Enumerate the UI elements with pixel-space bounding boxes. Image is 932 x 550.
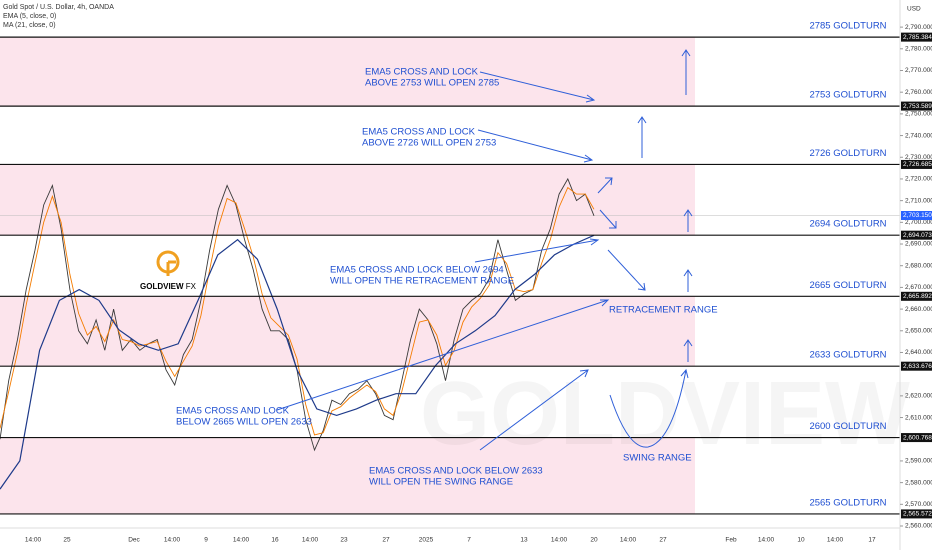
price-label-box <box>901 291 932 301</box>
x-tick-label: 16 <box>271 537 279 544</box>
annotation: ABOVE 2726 WILL OPEN 2753 <box>362 138 496 149</box>
y-tick-label: 2,690.000 <box>905 241 932 248</box>
y-tick-label: 2,730.000 <box>905 154 932 161</box>
price-label: 2,633.676 <box>903 363 932 370</box>
price-label: 2,694.073 <box>903 232 932 239</box>
annotation: RETRACEMENT RANGE <box>609 305 718 316</box>
level-name: 2600 GOLDTURN <box>809 421 886 432</box>
y-tick-label: 2,660.000 <box>905 306 932 313</box>
x-tick-label: 10 <box>797 537 805 544</box>
logo: GOLDVIEW FX <box>140 250 197 291</box>
price-label-box <box>901 361 932 371</box>
series-line <box>0 186 595 436</box>
x-tick-label: 14:00 <box>233 537 250 544</box>
x-tick-label: 27 <box>659 537 667 544</box>
y-tick-label: 2,640.000 <box>905 349 932 356</box>
y-tick-label: 2,670.000 <box>905 284 932 291</box>
x-tick-label: Dec <box>128 537 140 544</box>
x-tick-label: 14:00 <box>620 537 637 544</box>
zone <box>0 164 695 236</box>
price-label-box <box>901 159 932 169</box>
price-label: 2,665.892 <box>903 293 932 300</box>
level-name: 2726 GOLDTURN <box>809 148 886 159</box>
x-tick-label: 14:00 <box>302 537 319 544</box>
x-tick-label: 17 <box>868 537 876 544</box>
annotation: WILL OPEN THE SWING RANGE <box>369 477 513 488</box>
level-name: 2785 GOLDTURN <box>809 21 886 32</box>
x-tick-label: 20 <box>590 537 598 544</box>
y-tick-label: 2,750.000 <box>905 111 932 118</box>
x-tick-label: 14:00 <box>758 537 775 544</box>
y-tick-label: 2,590.000 <box>905 458 932 465</box>
x-tick-label: 7 <box>467 537 471 544</box>
price-label-box <box>901 509 932 519</box>
level-name: 2565 GOLDTURN <box>809 497 886 508</box>
x-tick-label: 25 <box>63 537 71 544</box>
x-tick-label: 14:00 <box>25 537 42 544</box>
logo-text: GOLDVIEW FX <box>140 282 197 291</box>
annotation: EMA5 CROSS AND LOCK <box>365 67 479 78</box>
x-tick-label: 14:00 <box>551 537 568 544</box>
level-name: 2753 GOLDTURN <box>809 90 886 101</box>
x-tick-label: 23 <box>340 537 348 544</box>
annotation: EMA5 CROSS AND LOCK BELOW 2633 <box>369 466 543 477</box>
x-tick-label: 14:00 <box>827 537 844 544</box>
annotation: BELOW 2665 WILL OPEN 2633 <box>176 417 312 428</box>
currency: USD <box>907 6 921 13</box>
price-label: 2,600.768 <box>903 434 932 441</box>
price-label-box <box>901 230 932 240</box>
price-label-box <box>901 210 932 220</box>
y-tick-label: 2,610.000 <box>905 414 932 421</box>
y-tick-label: 2,780.000 <box>905 46 932 53</box>
price-label-box <box>901 433 932 443</box>
legend-label: MA (21, close, 0) <box>3 22 56 29</box>
zone <box>0 37 695 107</box>
x-tick-label: 2025 <box>419 537 434 544</box>
annotation: EMA5 CROSS AND LOCK <box>362 127 476 138</box>
logo-icon <box>166 260 176 276</box>
annotation: EMA5 CROSS AND LOCK BELOW 2694 <box>330 265 504 276</box>
level-name: 2665 GOLDTURN <box>809 280 886 291</box>
legend-label: EMA (5, close, 0) <box>3 13 56 20</box>
level-name: 2694 GOLDTURN <box>809 219 886 230</box>
price-label: 2,703.150 <box>903 212 932 219</box>
price-label-box <box>901 32 932 42</box>
y-tick-label: 2,770.000 <box>905 67 932 74</box>
legend-label: Gold Spot / U.S. Dollar, 4h, OANDA <box>3 4 114 11</box>
x-tick-label: 14:00 <box>164 537 181 544</box>
y-tick-label: 2,680.000 <box>905 262 932 269</box>
y-tick-label: 2,700.000 <box>905 219 932 226</box>
price-label: 2,726.685 <box>903 161 932 168</box>
y-tick-label: 2,720.000 <box>905 176 932 183</box>
price-label: 2,785.384 <box>903 34 932 41</box>
annotation: ABOVE 2753 WILL OPEN 2785 <box>365 78 499 89</box>
annotation: EMA5 CROSS AND LOCK <box>176 406 290 417</box>
y-tick-label: 2,740.000 <box>905 132 932 139</box>
x-tick-label: 27 <box>382 537 390 544</box>
arrows <box>276 49 693 451</box>
y-tick-label: 2,620.000 <box>905 393 932 400</box>
y-tick-label: 2,580.000 <box>905 479 932 486</box>
annotation: WILL OPEN THE RETRACEMENT RANGE <box>330 276 514 287</box>
x-tick-label: Feb <box>725 537 737 544</box>
y-tick-label: 2,570.000 <box>905 501 932 508</box>
x-tick-label: 9 <box>204 537 208 544</box>
y-tick-label: 2,650.000 <box>905 328 932 335</box>
level-name: 2633 GOLDTURN <box>809 350 886 361</box>
series-line <box>0 234 595 490</box>
zone <box>0 296 695 367</box>
y-tick-label: 2,710.000 <box>905 197 932 204</box>
price-label: 2,565.572 <box>903 511 932 518</box>
x-tick-label: 13 <box>520 537 528 544</box>
price-label: 2,753.589 <box>903 103 932 110</box>
zone <box>0 437 695 514</box>
price-label-box <box>901 101 932 111</box>
y-tick-label: 2,790.000 <box>905 24 932 31</box>
annotation: SWING RANGE <box>623 453 692 464</box>
y-tick-label: 2,760.000 <box>905 89 932 96</box>
watermark: GOLDVIEW F <box>420 364 932 464</box>
y-tick-label: 2,560.000 <box>905 523 932 530</box>
